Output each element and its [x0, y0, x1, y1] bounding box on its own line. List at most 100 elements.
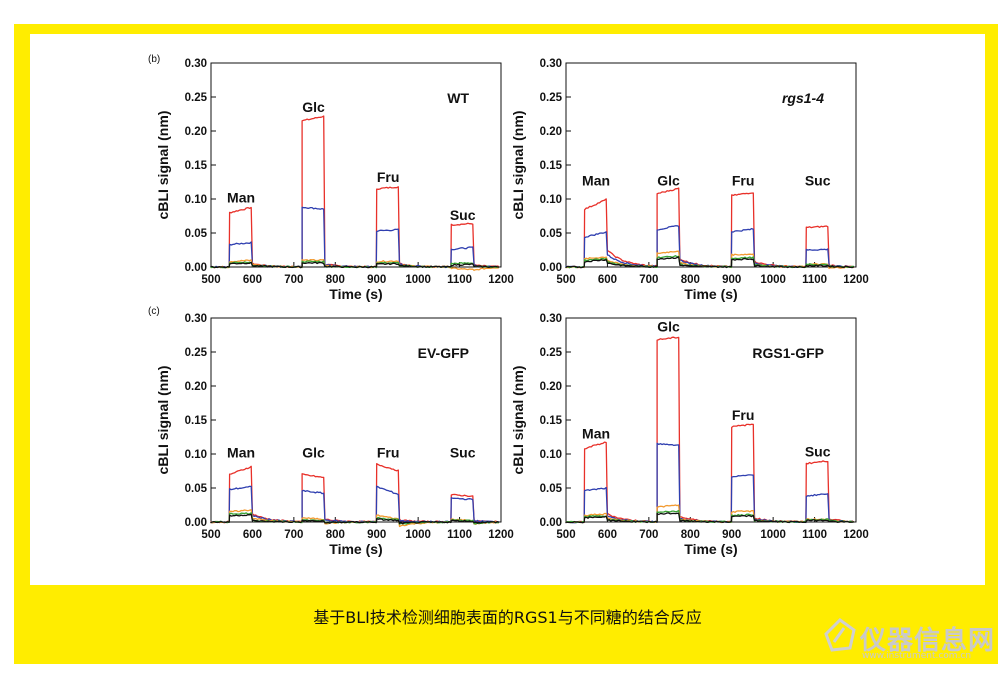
y-axis-label: cBLI signal (nm) — [510, 111, 526, 220]
y-tick-label: 0.05 — [540, 228, 563, 240]
x-tick-label: 700 — [639, 529, 658, 541]
panel-letter-b: (b) — [148, 54, 160, 65]
x-tick-label: 600 — [598, 529, 617, 541]
y-tick-label: 0.20 — [185, 126, 207, 138]
x-tick-label: 900 — [722, 529, 741, 541]
y-tick-label: 0.00 — [540, 517, 562, 529]
series-line-black — [210, 261, 499, 269]
x-tick-label: 600 — [598, 274, 617, 286]
y-tick-label: 0.20 — [540, 381, 562, 393]
injection-label: Suc — [805, 172, 831, 188]
plots-group: 0.00 0.05 0.10 0.15 0.20 0.25 0.30 500 600 700 800… — [155, 58, 869, 557]
x-tick-label: 800 — [681, 529, 700, 541]
y-tick-label: 0.05 — [185, 483, 208, 495]
chart-0: 0.00 0.05 0.10 0.15 0.20 0.25 0.30 500 600 700 800… — [155, 58, 514, 302]
x-tick-label: 500 — [201, 529, 220, 541]
x-tick-label: 600 — [243, 274, 262, 286]
x-tick-label: 900 — [722, 274, 741, 286]
chart-1: 0.00 0.05 0.10 0.15 0.20 0.25 0.30 500 600 700 800… — [510, 58, 869, 302]
series-line-black — [565, 256, 855, 269]
x-tick-label: 600 — [243, 529, 262, 541]
y-axis-label: cBLI signal (nm) — [510, 366, 526, 475]
x-tick-label: 1200 — [843, 274, 869, 286]
injection-label: Fru — [732, 407, 755, 423]
chart-title: rgs1-4 — [782, 90, 824, 106]
x-axis-label: Time (s) — [684, 541, 737, 557]
x-tick-label: 800 — [326, 529, 345, 541]
y-tick-label: 0.00 — [185, 517, 207, 529]
series-line-orange — [210, 509, 500, 528]
y-tick-label: 0.25 — [185, 347, 208, 359]
y-tick-label: 0.10 — [185, 449, 207, 461]
x-tick-label: 1000 — [405, 529, 431, 541]
y-tick-label: 0.10 — [540, 449, 562, 461]
injection-label: Suc — [450, 444, 476, 460]
y-tick-label: 0.25 — [540, 92, 563, 104]
injection-label: Fru — [377, 169, 400, 185]
series-line-red — [210, 463, 500, 524]
series-line-black — [210, 513, 500, 525]
y-tick-label: 0.25 — [540, 347, 563, 359]
x-tick-label: 500 — [201, 274, 220, 286]
injection-label: Glc — [302, 99, 325, 115]
x-tick-label: 700 — [284, 274, 303, 286]
y-tick-label: 0.30 — [540, 313, 562, 325]
y-tick-label: 0.15 — [185, 160, 208, 172]
injection-label: Suc — [450, 207, 476, 223]
y-tick-label: 0.30 — [185, 313, 207, 325]
watermark: 仪器信息网 www.instrument.com.cn — [822, 618, 996, 668]
x-tick-label: 700 — [284, 529, 303, 541]
chart-3: 0.00 0.05 0.10 0.15 0.20 0.25 0.30 500 600 700 800… — [510, 313, 869, 557]
x-tick-label: 1200 — [843, 529, 869, 541]
panel-letter-c: (c) — [148, 306, 160, 317]
injection-label: Glc — [657, 172, 680, 188]
y-tick-label: 0.00 — [540, 262, 562, 274]
x-tick-label: 1200 — [488, 274, 514, 286]
y-tick-label: 0.30 — [185, 58, 207, 70]
chart-2: 0.00 0.05 0.10 0.15 0.20 0.25 0.30 500 600 700 800… — [155, 313, 514, 557]
watermark-logo-icon — [824, 618, 856, 652]
injection-label: Man — [582, 425, 610, 441]
x-tick-label: 700 — [639, 274, 658, 286]
y-tick-label: 0.15 — [185, 415, 208, 427]
y-tick-label: 0.30 — [540, 58, 562, 70]
figure-panel: (b) (c) 0.00 0.05 0.10 0.15 0.20 0.25 0.30 500 6… — [30, 34, 985, 585]
y-tick-label: 0.10 — [185, 194, 207, 206]
x-tick-label: 1200 — [488, 529, 514, 541]
injection-label: Glc — [657, 319, 680, 335]
x-axis-label: Time (s) — [329, 541, 382, 557]
series-line-blue — [210, 485, 500, 524]
y-tick-label: 0.25 — [185, 92, 208, 104]
y-tick-label: 0.20 — [185, 381, 207, 393]
injection-label: Fru — [377, 444, 400, 460]
figure-caption: 基于BLI技术检测细胞表面的RGS1与不同糖的结合反应 — [313, 608, 702, 627]
y-tick-label: 0.00 — [185, 262, 207, 274]
chart-title: RGS1-GFP — [752, 345, 824, 361]
y-axis-label: cBLI signal (nm) — [155, 366, 171, 475]
bli-charts: (b) (c) 0.00 0.05 0.10 0.15 0.20 0.25 0.30 500 6… — [148, 54, 869, 557]
x-tick-label: 800 — [681, 274, 700, 286]
x-axis-label: Time (s) — [329, 286, 382, 302]
injection-label: Suc — [805, 444, 831, 460]
x-tick-label: 500 — [556, 274, 575, 286]
y-tick-label: 0.20 — [540, 126, 562, 138]
x-tick-label: 1100 — [447, 274, 472, 286]
chart-title: WT — [447, 90, 469, 106]
y-tick-label: 0.05 — [540, 483, 563, 495]
series-line-black — [565, 512, 855, 524]
x-tick-label: 1100 — [802, 529, 827, 541]
chart-title: EV-GFP — [418, 345, 469, 361]
x-tick-label: 1000 — [405, 274, 431, 286]
watermark-url: www.instrument.com.cn — [862, 651, 972, 661]
x-tick-label: 1000 — [760, 529, 786, 541]
watermark-name: 仪器信息网 — [860, 626, 996, 656]
x-tick-label: 1100 — [447, 529, 472, 541]
injection-label: Glc — [302, 444, 325, 460]
y-tick-label: 0.10 — [540, 194, 562, 206]
x-tick-label: 900 — [367, 274, 386, 286]
injection-label: Man — [227, 444, 255, 460]
y-tick-label: 0.15 — [540, 160, 563, 172]
x-tick-label: 800 — [326, 274, 345, 286]
x-axis-label: Time (s) — [684, 286, 737, 302]
y-axis-label: cBLI signal (nm) — [155, 111, 171, 220]
